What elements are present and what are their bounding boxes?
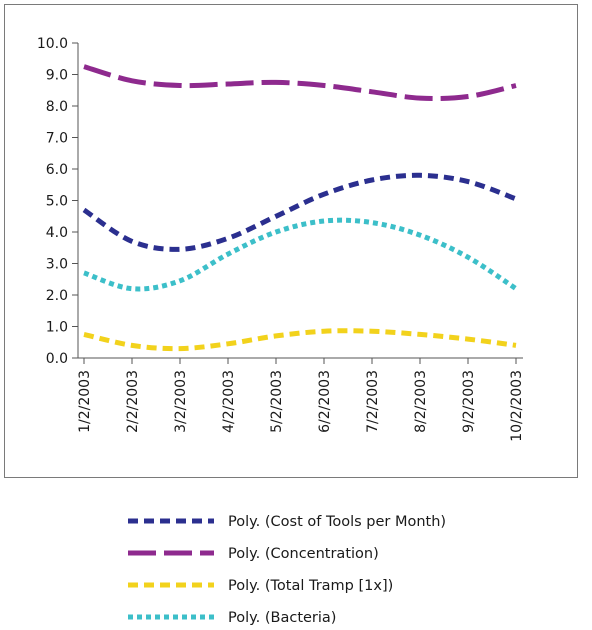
legend-label: Poly. (Total Tramp [1x]) (228, 578, 393, 594)
x-tick-label: 9/2/2003 (461, 370, 477, 433)
x-tick-label: 4/2/2003 (221, 370, 237, 433)
series-line-poly-total-tramp-1x (83, 328, 517, 352)
y-tick-label: 9.0 (46, 68, 68, 84)
plot-area (82, 64, 518, 352)
y-tick-label: 8.0 (46, 99, 68, 115)
y-tick-label: 7.0 (46, 131, 68, 147)
x-tick-label: 8/2/2003 (413, 370, 429, 433)
y-tick-label: 5.0 (46, 194, 68, 210)
y-tick-label: 10.0 (37, 36, 68, 52)
x-tick-label: 2/2/2003 (125, 370, 141, 433)
x-tick-label: 5/2/2003 (269, 370, 285, 433)
x-tick-label: 1/2/2003 (77, 370, 93, 433)
chart-legend: Poly. (Cost of Tools per Month) Poly. (Co… (128, 514, 446, 626)
x-tick-label: 10/2/2003 (509, 370, 525, 442)
legend-label: Poly. (Cost of Tools per Month) (228, 514, 446, 530)
legend-label: Poly. (Concentration) (228, 546, 379, 562)
x-tick-label: 3/2/2003 (173, 370, 189, 433)
y-tick-label: 2.0 (46, 288, 68, 304)
y-tick-label: 4.0 (46, 225, 68, 241)
y-tick-label: 1.0 (46, 320, 68, 336)
chart-frame (4, 4, 578, 478)
y-tick-label: 0.0 (46, 351, 68, 367)
series-line-poly-bacteria (83, 217, 518, 292)
y-tick-label: 6.0 (46, 162, 68, 178)
series-line-poly-concentration (83, 64, 517, 101)
chart-axes: 0.0 1.0 2.0 3.0 4.0 5.0 6.0 7.0 8.0 9.0 10.0 1/2/20… (37, 36, 525, 442)
legend-label: Poly. (Bacteria) (228, 610, 336, 626)
series-line-poly-cost-of-tools-per-month (82, 172, 517, 252)
x-tick-label: 6/2/2003 (317, 370, 333, 433)
y-tick-label: 3.0 (46, 257, 68, 273)
x-tick-label: 7/2/2003 (365, 370, 381, 433)
